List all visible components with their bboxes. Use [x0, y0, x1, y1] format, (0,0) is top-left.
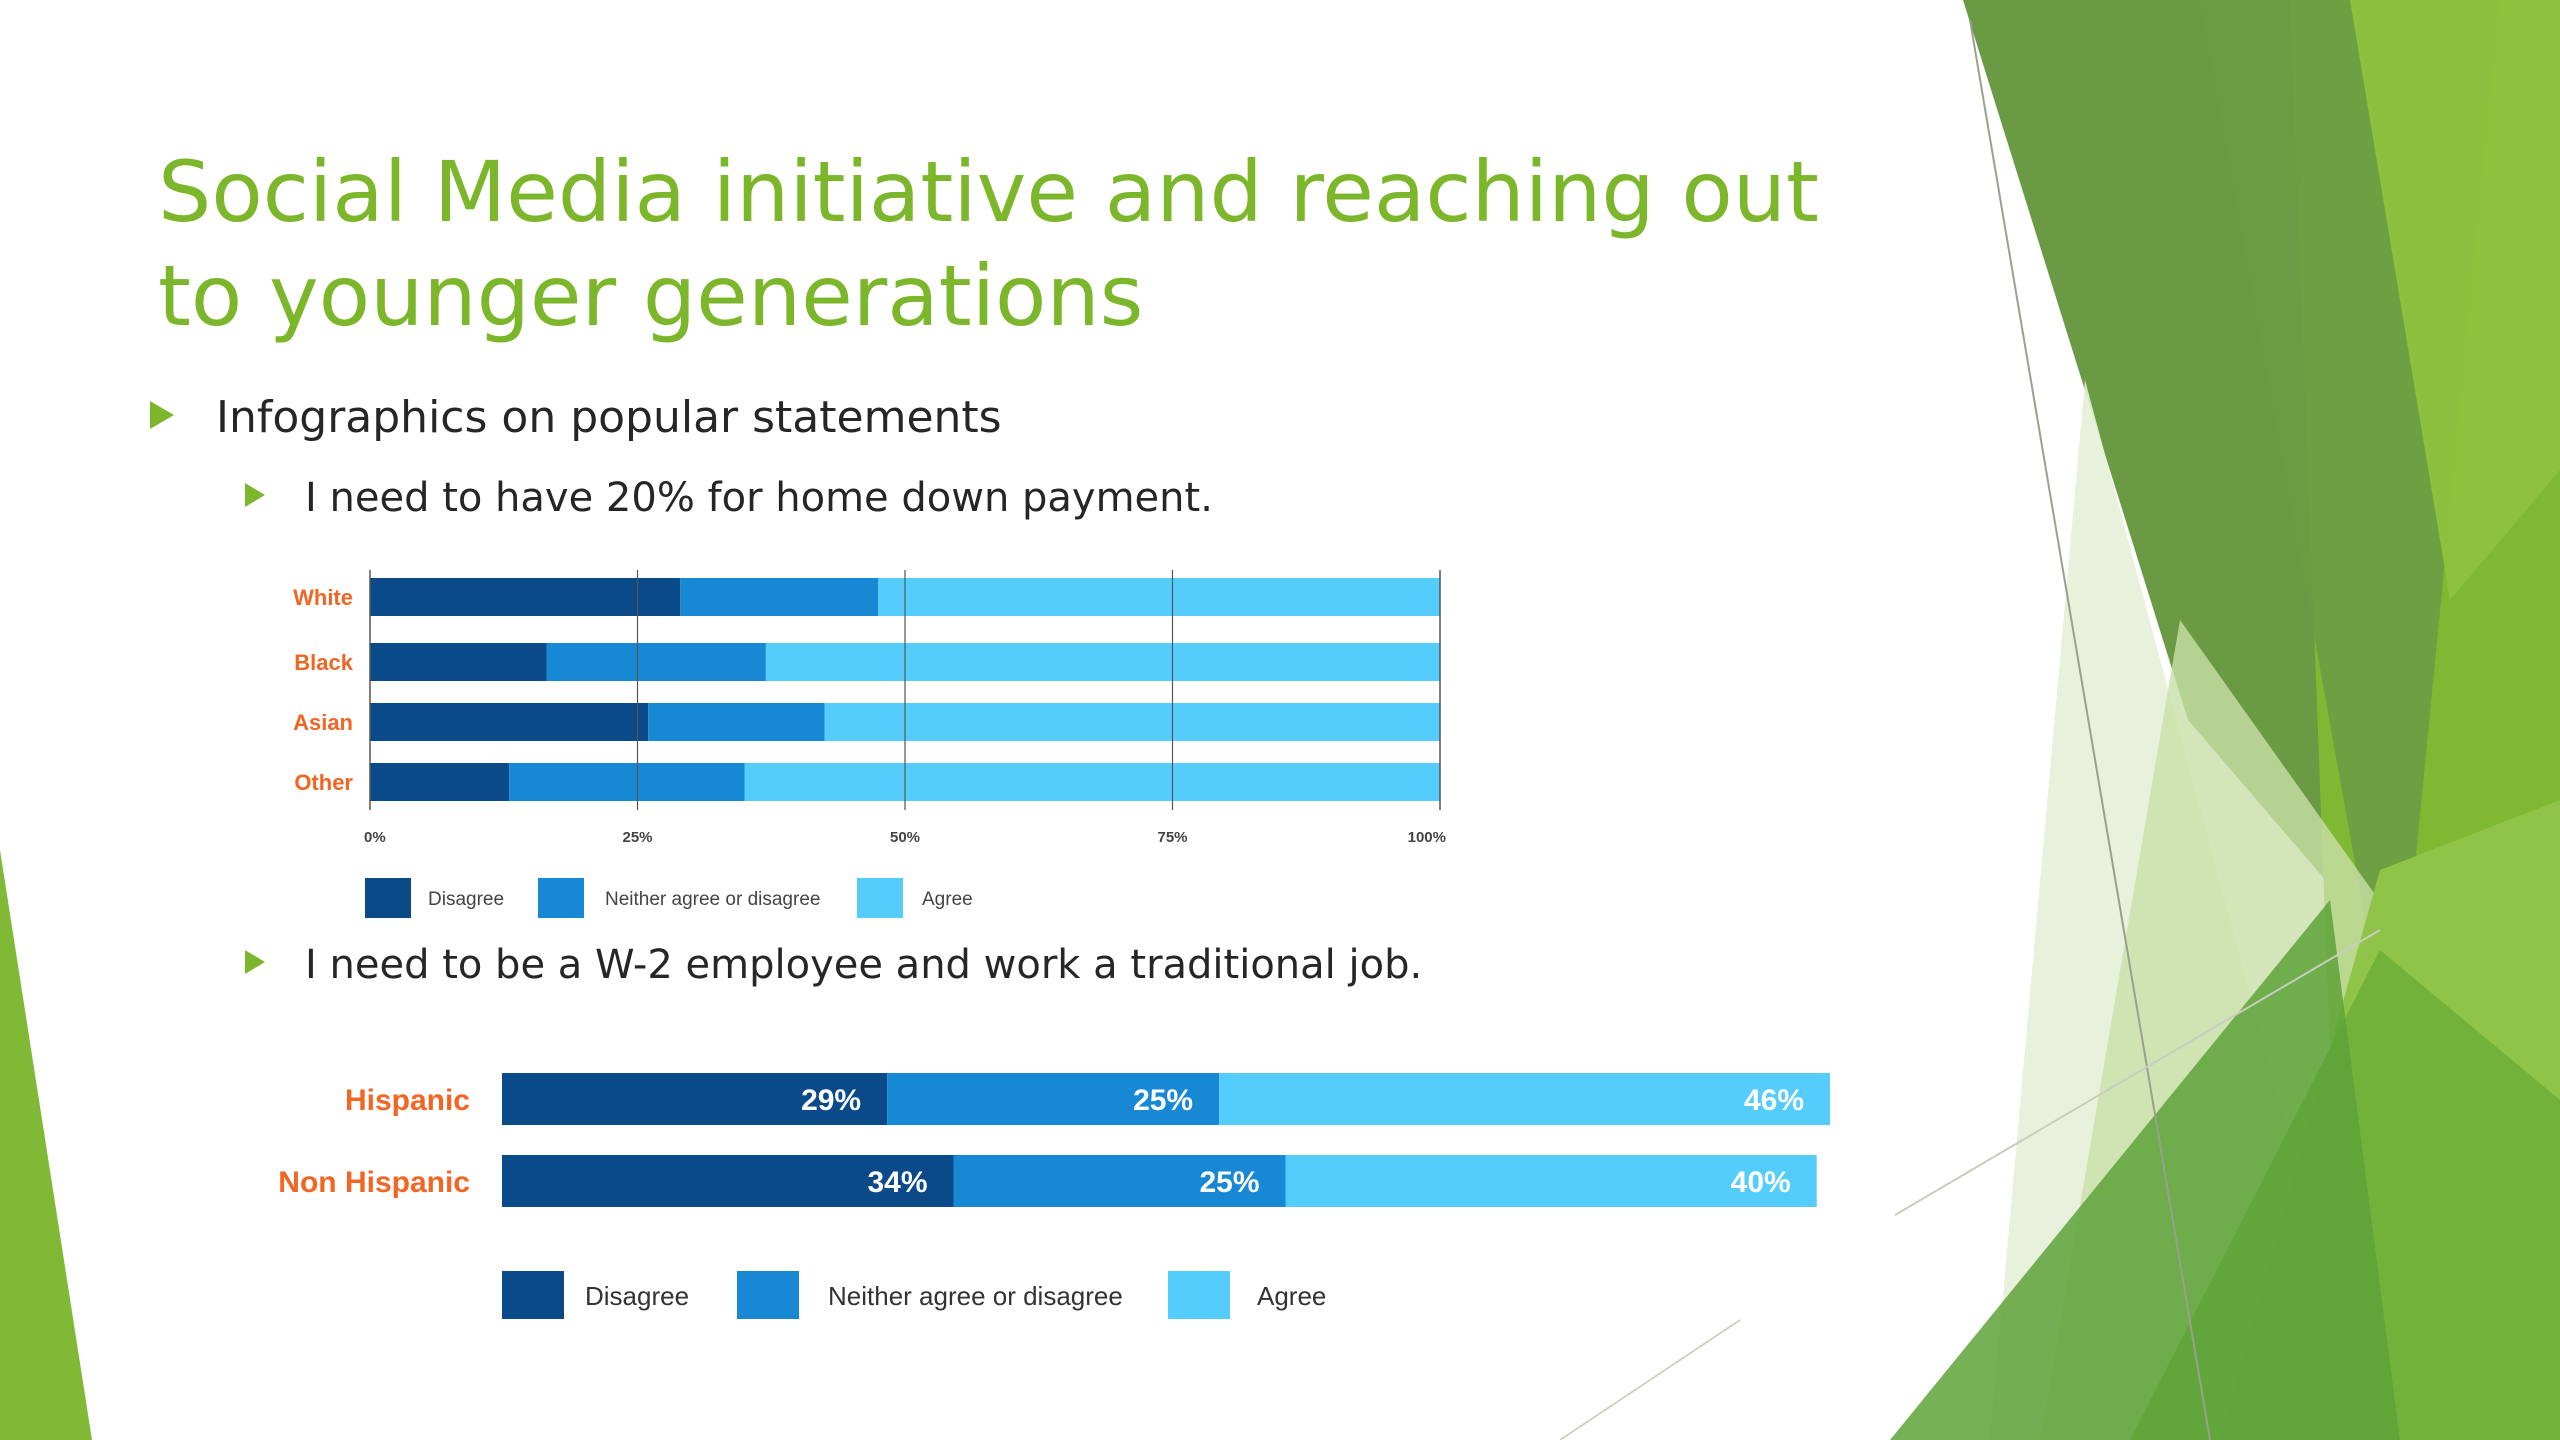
bullet-sub-2-text: I need to be a W-2 employee and work a t…	[305, 942, 1423, 988]
bullet-sub-2: I need to be a W-2 employee and work a t…	[245, 942, 1422, 988]
slide-title: Social Media initiative and reaching out…	[158, 143, 1819, 345]
data-label: 25%	[1199, 1166, 1259, 1199]
data-label: 34%	[867, 1166, 927, 1199]
tick-label: 50%	[890, 829, 920, 846]
category-label: Hispanic	[345, 1084, 470, 1117]
bullet-sub-1: I need to have 20% for home down payment…	[245, 475, 1213, 521]
bar-segment	[744, 763, 1440, 801]
bar-segment	[502, 1073, 888, 1125]
bar-segment	[887, 1073, 1220, 1125]
category-label: Non Hispanic	[278, 1166, 470, 1199]
legend-swatch	[365, 878, 411, 918]
bullet-arrow-icon	[150, 401, 174, 429]
bullet-main-text: Infographics on popular statements	[216, 392, 1002, 443]
decor-line	[1559, 1319, 1741, 1440]
chart-down-payment: White Black Asian Other 0% 25% 50% 75% 100% Disag…	[293, 570, 1446, 918]
bar-segment	[648, 703, 825, 741]
bar-segment	[502, 1155, 954, 1207]
tick-label: 0%	[364, 829, 386, 846]
data-label: 29%	[801, 1084, 861, 1117]
decor-line	[1969, 19, 2211, 1440]
bar-segment	[1219, 1073, 1830, 1125]
decor-line	[1894, 929, 2381, 1216]
category-label: White	[293, 585, 353, 610]
bar-segment	[1285, 1155, 1817, 1207]
legend-swatch	[857, 878, 903, 918]
data-label: 46%	[1744, 1084, 1804, 1117]
bar-segment	[370, 643, 547, 681]
bar-segment	[824, 703, 1440, 741]
tick-label: 100%	[1408, 829, 1446, 846]
tick-label: 75%	[1157, 829, 1187, 846]
bullet-arrow-icon	[245, 483, 265, 507]
legend-swatch	[502, 1271, 564, 1319]
category-label: Black	[294, 650, 353, 675]
legend-label: Agree	[1257, 1281, 1326, 1311]
decor-shape	[1890, 900, 2400, 1440]
legend-label: Disagree	[585, 1281, 689, 1311]
chart-w2-employee: 29% 25% 46% Hispanic 34% 25% 40% Non Hispanic Di…	[278, 1073, 1830, 1319]
bullet-main: Infographics on popular statements	[150, 392, 1002, 443]
legend-label: Disagree	[428, 889, 504, 910]
bar-segment	[370, 578, 681, 616]
bar-segment	[680, 578, 879, 616]
bar-segment	[370, 703, 649, 741]
legend-label: Neither agree or disagree	[828, 1281, 1123, 1311]
legend-swatch	[538, 878, 584, 918]
bar-segment	[878, 578, 1440, 616]
category-label: Other	[294, 770, 353, 795]
category-label: Asian	[293, 710, 353, 735]
tick-label: 25%	[622, 829, 652, 846]
legend-label: Agree	[922, 889, 973, 910]
bar-segment	[953, 1155, 1286, 1207]
bar-segment	[765, 643, 1440, 681]
data-label: 40%	[1731, 1166, 1791, 1199]
data-label: 25%	[1133, 1084, 1193, 1117]
legend-swatch	[737, 1271, 799, 1319]
decor-shape	[0, 850, 92, 1440]
decor-shape	[2350, 0, 2560, 600]
bullet-arrow-icon	[245, 950, 265, 974]
bullet-sub-1-text: I need to have 20% for home down payment…	[305, 475, 1213, 521]
legend-label: Neither agree or disagree	[605, 889, 820, 910]
bar-segment	[546, 643, 766, 681]
legend-swatch	[1168, 1271, 1230, 1319]
bar-segment	[509, 763, 745, 801]
bar-segment	[370, 763, 510, 801]
